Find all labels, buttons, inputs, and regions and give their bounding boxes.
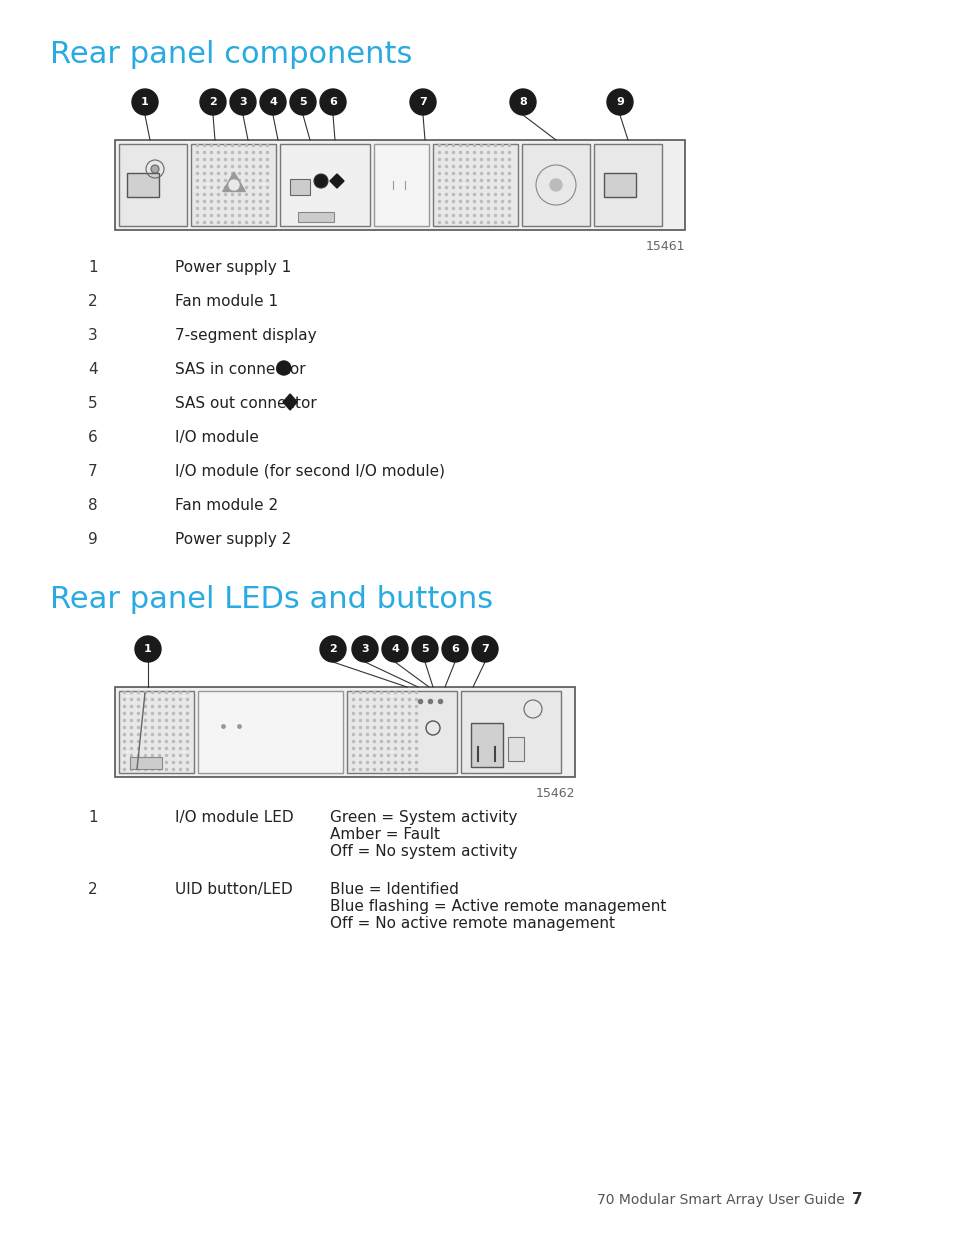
FancyBboxPatch shape xyxy=(290,179,310,195)
Text: Fan module 1: Fan module 1 xyxy=(174,294,278,309)
Text: 1: 1 xyxy=(141,98,149,107)
Circle shape xyxy=(410,89,436,115)
Text: SAS out connector: SAS out connector xyxy=(174,396,316,411)
Text: I/O module LED: I/O module LED xyxy=(174,810,294,825)
Text: 7: 7 xyxy=(480,643,488,655)
Text: 5: 5 xyxy=(299,98,307,107)
Text: 5: 5 xyxy=(88,396,97,411)
Text: 15461: 15461 xyxy=(645,240,684,253)
Text: 7: 7 xyxy=(88,464,97,479)
Text: 7-segment display: 7-segment display xyxy=(174,329,316,343)
Text: 3: 3 xyxy=(361,643,369,655)
Text: 2: 2 xyxy=(329,643,336,655)
Polygon shape xyxy=(283,394,296,410)
Text: 4: 4 xyxy=(269,98,276,107)
Text: 1: 1 xyxy=(88,810,97,825)
Text: Off = No active remote management: Off = No active remote management xyxy=(330,916,615,931)
Text: 7: 7 xyxy=(418,98,426,107)
Text: 8: 8 xyxy=(518,98,526,107)
Text: 2: 2 xyxy=(88,882,97,897)
FancyBboxPatch shape xyxy=(127,173,159,198)
FancyBboxPatch shape xyxy=(191,144,275,226)
Text: Blue = Identified: Blue = Identified xyxy=(330,882,458,897)
Circle shape xyxy=(151,165,159,173)
Text: 5: 5 xyxy=(420,643,428,655)
Text: UID button/LED: UID button/LED xyxy=(174,882,293,897)
Circle shape xyxy=(472,636,497,662)
FancyBboxPatch shape xyxy=(119,692,193,773)
Circle shape xyxy=(606,89,633,115)
Text: 6: 6 xyxy=(329,98,336,107)
Text: Power supply 2: Power supply 2 xyxy=(174,532,291,547)
FancyBboxPatch shape xyxy=(460,692,560,773)
Circle shape xyxy=(229,180,239,190)
Text: Fan module 2: Fan module 2 xyxy=(174,498,278,513)
Text: 7: 7 xyxy=(851,1192,862,1207)
Circle shape xyxy=(510,89,536,115)
FancyBboxPatch shape xyxy=(471,722,502,767)
FancyBboxPatch shape xyxy=(433,144,517,226)
Text: 8: 8 xyxy=(88,498,97,513)
FancyBboxPatch shape xyxy=(374,144,429,226)
Circle shape xyxy=(319,89,346,115)
Circle shape xyxy=(550,179,561,191)
Circle shape xyxy=(135,636,161,662)
Text: 6: 6 xyxy=(451,643,458,655)
Text: Power supply 1: Power supply 1 xyxy=(174,261,291,275)
FancyBboxPatch shape xyxy=(594,144,661,226)
Circle shape xyxy=(276,361,291,375)
Text: 1: 1 xyxy=(144,643,152,655)
Circle shape xyxy=(319,636,346,662)
Circle shape xyxy=(441,636,468,662)
Circle shape xyxy=(132,89,158,115)
Circle shape xyxy=(314,174,328,188)
FancyBboxPatch shape xyxy=(130,757,162,769)
Text: SAS in connector: SAS in connector xyxy=(174,362,305,377)
FancyBboxPatch shape xyxy=(198,692,343,773)
FancyBboxPatch shape xyxy=(507,737,523,761)
Text: 2: 2 xyxy=(209,98,216,107)
Text: 4: 4 xyxy=(391,643,398,655)
Text: 3: 3 xyxy=(239,98,247,107)
Text: Off = No system activity: Off = No system activity xyxy=(330,844,517,860)
Circle shape xyxy=(412,636,437,662)
Circle shape xyxy=(200,89,226,115)
Circle shape xyxy=(230,89,255,115)
Circle shape xyxy=(381,636,408,662)
Text: 70 Modular Smart Array User Guide: 70 Modular Smart Array User Guide xyxy=(597,1193,844,1207)
FancyBboxPatch shape xyxy=(115,140,684,230)
Text: Rear panel components: Rear panel components xyxy=(50,40,412,69)
Text: Green = System activity: Green = System activity xyxy=(330,810,517,825)
FancyBboxPatch shape xyxy=(280,144,370,226)
Text: 9: 9 xyxy=(88,532,97,547)
Polygon shape xyxy=(330,174,344,188)
Text: 15462: 15462 xyxy=(535,787,575,800)
Text: 9: 9 xyxy=(616,98,623,107)
Text: I/O module (for second I/O module): I/O module (for second I/O module) xyxy=(174,464,444,479)
Text: 3: 3 xyxy=(88,329,97,343)
Text: Rear panel LEDs and buttons: Rear panel LEDs and buttons xyxy=(50,585,493,614)
Circle shape xyxy=(260,89,286,115)
Text: 4: 4 xyxy=(88,362,97,377)
Text: 1: 1 xyxy=(88,261,97,275)
FancyBboxPatch shape xyxy=(297,212,334,222)
FancyBboxPatch shape xyxy=(603,173,636,198)
FancyBboxPatch shape xyxy=(347,692,456,773)
Text: 2: 2 xyxy=(88,294,97,309)
Text: 6: 6 xyxy=(88,430,97,445)
FancyBboxPatch shape xyxy=(521,144,589,226)
Circle shape xyxy=(352,636,377,662)
FancyBboxPatch shape xyxy=(115,687,575,777)
Circle shape xyxy=(290,89,315,115)
Text: Amber = Fault: Amber = Fault xyxy=(330,827,439,842)
FancyBboxPatch shape xyxy=(119,144,187,226)
Text: Blue flashing = Active remote management: Blue flashing = Active remote management xyxy=(330,899,666,914)
Text: I/O module: I/O module xyxy=(174,430,258,445)
